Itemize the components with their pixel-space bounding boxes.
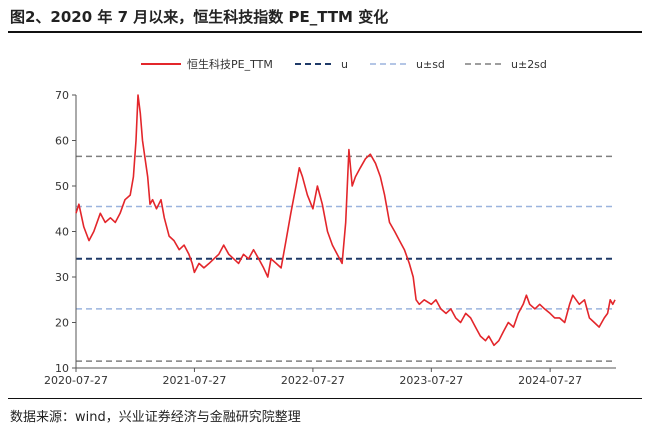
legend: 恒生科技PE_TTM u u±sd u±2sd bbox=[141, 57, 547, 71]
title-rule bbox=[8, 31, 642, 33]
chart-title: 图2、2020 年 7 月以来，恒生科技指数 PE_TTM 变化 bbox=[10, 8, 389, 26]
y-tick-label: 30 bbox=[55, 271, 69, 284]
legend-label-0: 恒生科技PE_TTM bbox=[187, 57, 273, 71]
source-note: 数据来源：wind，兴业证券经济与金融研究院整理 bbox=[10, 410, 301, 425]
legend-label-1: u bbox=[341, 58, 348, 71]
x-tick-label: 2024-07-27 bbox=[518, 374, 582, 387]
y-tick-label: 70 bbox=[55, 89, 69, 102]
y-tick-label: 60 bbox=[55, 135, 69, 148]
x-tick-label: 2020-07-27 bbox=[44, 374, 108, 387]
legend-label-3: u±2sd bbox=[511, 58, 547, 71]
legend-label-2: u±sd bbox=[416, 58, 445, 71]
y-tick-label: 50 bbox=[55, 180, 69, 193]
x-tick-label: 2022-07-27 bbox=[281, 374, 345, 387]
y-tick-label: 40 bbox=[55, 226, 69, 239]
x-tick-label: 2021-07-27 bbox=[162, 374, 226, 387]
series-line-pe-ttm bbox=[75, 94, 616, 347]
y-tick-label: 20 bbox=[55, 317, 69, 330]
x-tick-label: 2023-07-27 bbox=[399, 374, 463, 387]
axes: 10 20 30 40 50 60 70 2020-07-27 2021-07-27 2022-0… bbox=[44, 89, 616, 387]
source-rule bbox=[8, 398, 642, 399]
y-tick-label: 10 bbox=[55, 362, 69, 375]
reference-lines bbox=[76, 155, 616, 362]
